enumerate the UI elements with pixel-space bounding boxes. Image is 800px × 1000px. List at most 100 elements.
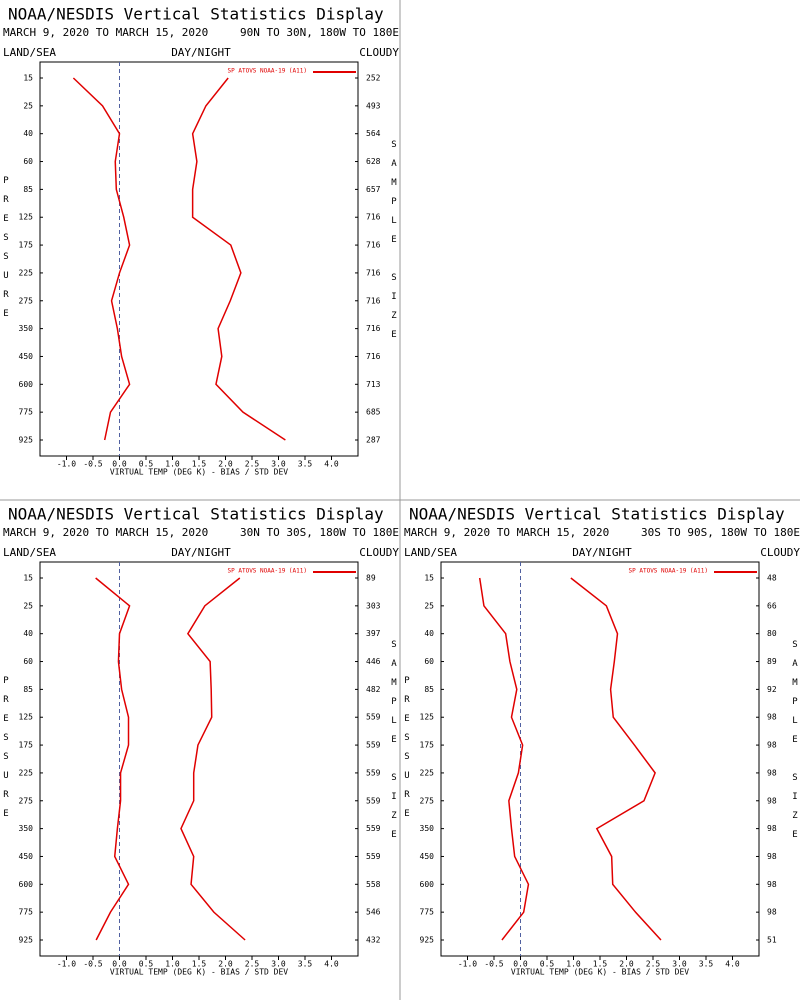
x-tick-label: 3.0 <box>271 460 286 469</box>
cloudy: CLOUDY <box>359 46 399 59</box>
legend-label: SP ATOVS NOAA-19 (A11) <box>629 568 708 575</box>
x-tick-label: 1.0 <box>566 960 581 969</box>
y-tick-label: 25 <box>424 601 434 610</box>
x-tick-label: 0.0 <box>112 960 127 969</box>
x-tick-label: 1.0 <box>165 460 180 469</box>
sample-size: 559 <box>366 741 381 750</box>
y-axis-label: PRESSURE <box>402 676 412 828</box>
sample-size: 713 <box>366 380 381 389</box>
x-tick-label: 3.5 <box>699 960 714 969</box>
region: 30N TO 30S, 180W TO 180E <box>240 526 399 539</box>
x-tick-label: 2.5 <box>245 460 260 469</box>
x-tick-label: 0.0 <box>513 960 528 969</box>
sample-size: 92 <box>767 685 777 694</box>
sample-size: 559 <box>366 852 381 861</box>
day-night: DAY/NIGHT <box>572 546 632 559</box>
y-tick-label: 15 <box>23 74 33 83</box>
y-tick-label: 60 <box>424 657 434 666</box>
x-tick-label: 0.5 <box>139 460 154 469</box>
y-tick-label: 125 <box>420 713 435 722</box>
sample-size: 98 <box>767 880 777 889</box>
y-tick-label: 125 <box>19 713 34 722</box>
y-axis-label: PRESSURE <box>1 176 11 328</box>
y-tick-label: 275 <box>19 296 34 305</box>
sample-size: 98 <box>767 908 777 917</box>
y-tick-label: 450 <box>420 852 435 861</box>
y-tick-label: 25 <box>23 101 33 110</box>
x-tick-label: 0.5 <box>139 960 154 969</box>
y-tick-label: 85 <box>23 685 33 694</box>
y-tick-label: 450 <box>19 852 34 861</box>
date-range: MARCH 9, 2020 TO MARCH 15, 2020 <box>3 526 208 539</box>
sample-size: 559 <box>366 713 381 722</box>
land-sea: LAND/SEA <box>3 546 56 559</box>
x-tick-label: 2.5 <box>646 960 661 969</box>
land-sea: LAND/SEA <box>3 46 56 59</box>
y-tick-label: 600 <box>19 880 34 889</box>
y-tick-label: 60 <box>23 657 33 666</box>
y-tick-label: 175 <box>19 241 34 250</box>
chart-title: NOAA/NESDIS Vertical Statistics Display <box>8 505 384 524</box>
y-tick-label: 775 <box>19 408 34 417</box>
y-tick-label: 175 <box>420 741 435 750</box>
x-tick-label: 1.5 <box>593 960 608 969</box>
sample-size: 432 <box>366 936 381 945</box>
sample-size: 558 <box>366 880 381 889</box>
y-tick-label: 925 <box>19 436 34 445</box>
y-tick-label: 275 <box>420 796 435 805</box>
legend-label: SP ATOVS NOAA-19 (A11) <box>228 68 307 75</box>
sample-size: 564 <box>366 129 381 138</box>
x-tick-label: 3.5 <box>298 460 313 469</box>
sample-size: 98 <box>767 713 777 722</box>
x-tick-label: 3.0 <box>672 960 687 969</box>
bias-line <box>72 77 131 441</box>
sample-size: 628 <box>366 157 381 166</box>
sample-size: 559 <box>366 796 381 805</box>
sample-size: 546 <box>366 908 381 917</box>
x-tick-label: 2.0 <box>619 960 634 969</box>
sample-size: 716 <box>366 241 381 250</box>
y-tick-label: 40 <box>23 629 33 638</box>
std-dev-line <box>180 577 246 941</box>
x-tick-label: 4.0 <box>324 960 339 969</box>
day-night: DAY/NIGHT <box>171 46 231 59</box>
x-tick-label: -1.0 <box>57 960 76 969</box>
x-tick-label: 0.0 <box>112 460 127 469</box>
region: 30S TO 90S, 180W TO 180E <box>641 526 800 539</box>
y-tick-label: 600 <box>19 380 34 389</box>
date-range: MARCH 9, 2020 TO MARCH 15, 2020 <box>3 26 208 39</box>
x-tick-label: 1.5 <box>192 460 207 469</box>
sample-size: 48 <box>767 574 777 583</box>
x-tick-label: 0.5 <box>540 960 555 969</box>
std-dev-line <box>191 77 286 441</box>
y-tick-label: 275 <box>19 796 34 805</box>
land-sea: LAND/SEA <box>404 546 457 559</box>
sample-size: 287 <box>366 436 381 445</box>
y-tick-label: 350 <box>420 824 435 833</box>
x-tick-label: 3.0 <box>271 960 286 969</box>
x-tick-label: 2.0 <box>218 960 233 969</box>
x-axis-label: VIRTUAL TEMP (DEG K) - BIAS / STD DEV <box>511 968 689 977</box>
x-tick-label: 4.0 <box>324 460 339 469</box>
y-tick-label: 925 <box>19 936 34 945</box>
x-tick-label: -1.0 <box>458 960 477 969</box>
x-tick-label: -0.5 <box>484 960 503 969</box>
std-dev-line <box>570 577 662 941</box>
sample-size: 66 <box>767 601 777 610</box>
cloudy: CLOUDY <box>359 546 399 559</box>
sample-size: 657 <box>366 185 381 194</box>
x-tick-label: 2.5 <box>245 960 260 969</box>
y-tick-label: 15 <box>424 574 434 583</box>
sample-size: 493 <box>366 101 381 110</box>
x-tick-label: -0.5 <box>83 960 102 969</box>
bias-line <box>95 577 131 941</box>
sample-size: 716 <box>366 296 381 305</box>
panel: NOAA/NESDIS Vertical Statistics Display M… <box>402 505 800 977</box>
y-tick-label: 225 <box>420 768 435 777</box>
y-tick-label: 350 <box>19 324 34 333</box>
sample-size: 559 <box>366 824 381 833</box>
x-axis-label: VIRTUAL TEMP (DEG K) - BIAS / STD DEV <box>110 968 288 977</box>
sample-size: 98 <box>767 768 777 777</box>
sample-size: 559 <box>366 768 381 777</box>
legend-label: SP ATOVS NOAA-19 (A11) <box>228 568 307 575</box>
